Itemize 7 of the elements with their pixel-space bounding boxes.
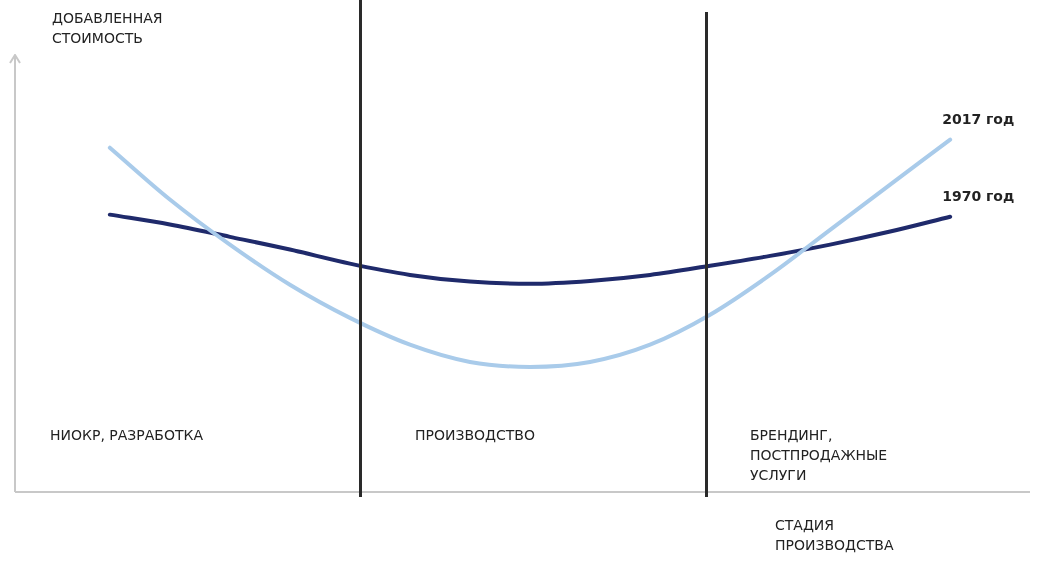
annotation: БРЕНДИНГ, ПОСТПРОДАЖНЫЕ УСЛУГИ bbox=[750, 426, 889, 485]
x-axis-title: СТАДИЯ ПРОИЗВОДСТВА bbox=[775, 516, 895, 555]
annotation: НИОКР, РАЗРАБОТКА bbox=[50, 426, 204, 445]
series-label: 1970 год bbox=[942, 188, 1015, 205]
series-label: 2017 год bbox=[942, 111, 1015, 128]
annotation: ПРОИЗВОДСТВО bbox=[415, 426, 536, 445]
text: ДОБАВЛЕННАЯ СТОИМОСТЬ bbox=[52, 9, 164, 48]
